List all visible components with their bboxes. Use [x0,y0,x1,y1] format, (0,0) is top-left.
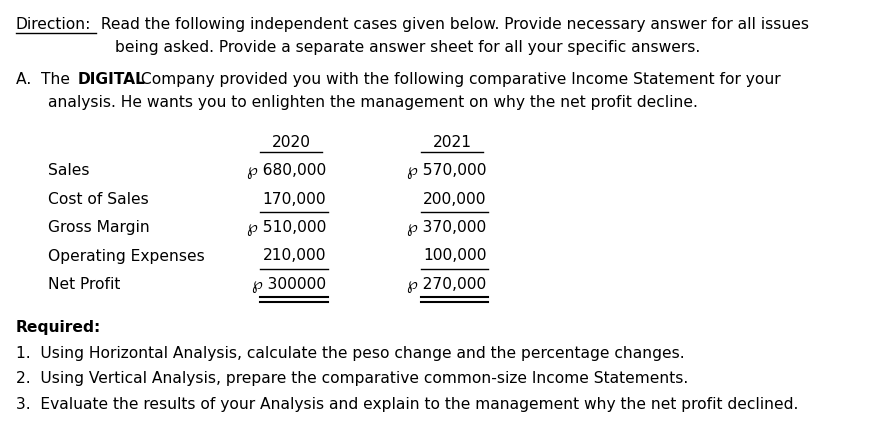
Text: ℘ 270,000: ℘ 270,000 [407,277,487,293]
Text: Required:: Required: [16,320,101,336]
Text: 2020: 2020 [272,135,310,150]
Text: DIGITAL: DIGITAL [78,72,146,87]
Text: ℘ 570,000: ℘ 570,000 [407,163,487,179]
Text: Company provided you with the following comparative Income Statement for your: Company provided you with the following … [137,72,781,87]
Text: 170,000: 170,000 [262,191,326,206]
Text: 2.  Using Vertical Analysis, prepare the comparative common-size Income Statemen: 2. Using Vertical Analysis, prepare the … [16,372,688,387]
Text: Operating Expenses: Operating Expenses [48,248,205,263]
Text: 3.  Evaluate the results of your Analysis and explain to the management why the : 3. Evaluate the results of your Analysis… [16,397,798,412]
Text: Read the following independent cases given below. Provide necessary answer for a: Read the following independent cases giv… [96,17,810,32]
Text: ℘ 370,000: ℘ 370,000 [407,220,487,236]
Text: being asked. Provide a separate answer sheet for all your specific answers.: being asked. Provide a separate answer s… [115,40,700,55]
Text: ℘ 300000: ℘ 300000 [251,277,326,293]
Text: Cost of Sales: Cost of Sales [48,191,148,206]
Text: 210,000: 210,000 [263,248,326,263]
Text: 1.  Using Horizontal Analysis, calculate the peso change and the percentage chan: 1. Using Horizontal Analysis, calculate … [16,346,684,361]
Text: A.  The: A. The [16,72,74,87]
Text: analysis. He wants you to enlighten the management on why the net profit decline: analysis. He wants you to enlighten the … [48,96,698,110]
Text: Direction:: Direction: [16,17,91,32]
Text: ℘ 510,000: ℘ 510,000 [247,220,326,236]
Text: ℘ 680,000: ℘ 680,000 [247,163,326,179]
Text: 100,000: 100,000 [423,248,487,263]
Text: Net Profit: Net Profit [48,277,120,292]
Text: 2021: 2021 [432,135,471,150]
Text: Gross Margin: Gross Margin [48,220,150,235]
Text: 200,000: 200,000 [423,191,487,206]
Text: Sales: Sales [48,163,89,178]
